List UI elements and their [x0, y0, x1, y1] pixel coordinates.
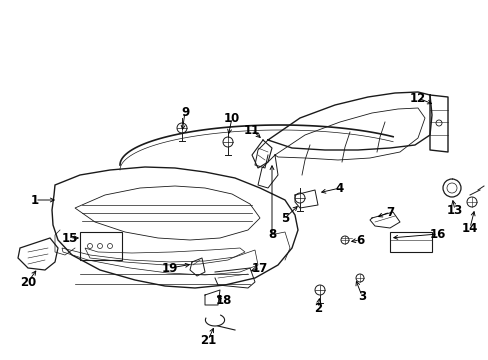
Text: 16: 16: [429, 228, 445, 240]
Text: 18: 18: [215, 293, 232, 306]
Text: 4: 4: [335, 181, 344, 194]
Text: 13: 13: [446, 203, 462, 216]
Text: 7: 7: [385, 206, 393, 219]
Text: 1: 1: [31, 194, 39, 207]
Text: 12: 12: [409, 91, 425, 104]
Text: 21: 21: [200, 333, 216, 346]
Text: 6: 6: [355, 234, 364, 247]
Text: 2: 2: [313, 302, 322, 315]
Text: 10: 10: [224, 112, 240, 125]
Text: 9: 9: [181, 105, 189, 118]
Text: 8: 8: [267, 229, 276, 242]
Text: 5: 5: [280, 211, 288, 225]
Text: 19: 19: [162, 261, 178, 274]
Text: 17: 17: [251, 261, 267, 274]
Text: 11: 11: [244, 123, 260, 136]
Text: 20: 20: [20, 275, 36, 288]
Text: 3: 3: [357, 289, 366, 302]
Text: 15: 15: [61, 231, 78, 244]
Text: 14: 14: [461, 221, 477, 234]
